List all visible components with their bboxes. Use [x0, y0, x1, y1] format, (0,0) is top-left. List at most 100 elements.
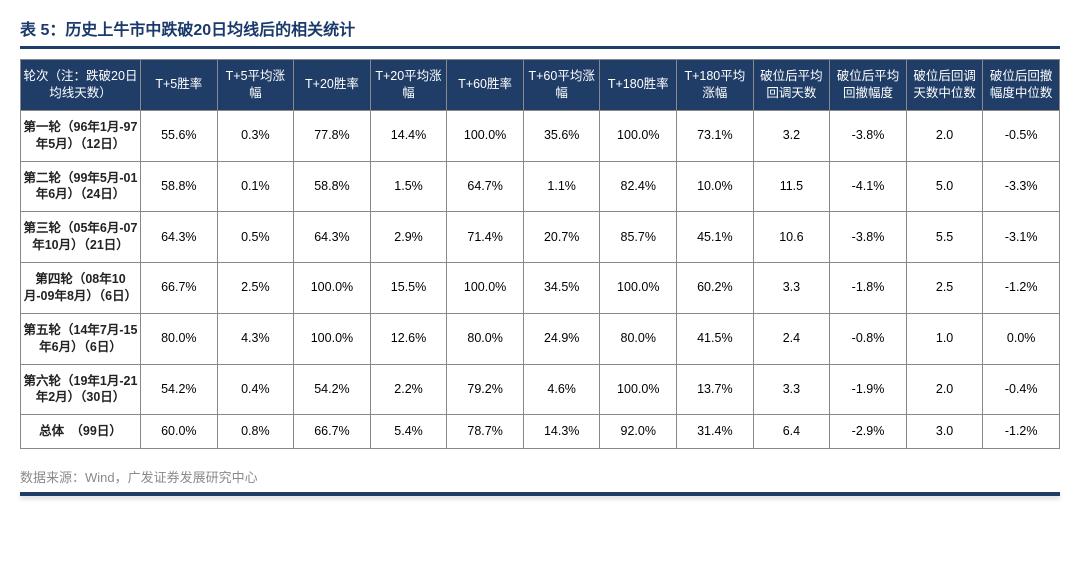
- row-label: 总体 （99日）: [21, 415, 141, 449]
- cell: 14.3%: [523, 415, 600, 449]
- bottom-rule: [20, 492, 1060, 496]
- col-header: 破位后回调天数中位数: [906, 60, 983, 111]
- cell: -3.1%: [983, 212, 1060, 263]
- cell: 0.1%: [217, 161, 294, 212]
- row-label: 第六轮（19年1月-21年2月）（30日）: [21, 364, 141, 415]
- col-header: T+60平均涨幅: [523, 60, 600, 111]
- table-row: 总体 （99日）60.0%0.8%66.7%5.4%78.7%14.3%92.0…: [21, 415, 1060, 449]
- col-header: 破位后回撤幅度中位数: [983, 60, 1060, 111]
- cell: 12.6%: [370, 313, 447, 364]
- cell: 2.0: [906, 110, 983, 161]
- cell: 0.8%: [217, 415, 294, 449]
- cell: 77.8%: [294, 110, 371, 161]
- row-label: 第一轮（96年1月-97年5月）（12日）: [21, 110, 141, 161]
- cell: -3.8%: [830, 212, 907, 263]
- col-header: T+5平均涨幅: [217, 60, 294, 111]
- cell: 2.4: [753, 313, 830, 364]
- cell: 79.2%: [447, 364, 524, 415]
- col-header: 破位后平均回撤幅度: [830, 60, 907, 111]
- cell: 82.4%: [600, 161, 677, 212]
- cell: 2.9%: [370, 212, 447, 263]
- cell: -0.4%: [983, 364, 1060, 415]
- cell: 3.3: [753, 263, 830, 314]
- cell: 5.5: [906, 212, 983, 263]
- data-source: 数据来源：Wind，广发证券发展研究中心: [20, 467, 1060, 486]
- col-header: T+60胜率: [447, 60, 524, 111]
- cell: 100.0%: [600, 110, 677, 161]
- table-row: 第五轮（14年7月-15年6月）（6日）80.0%4.3%100.0%12.6%…: [21, 313, 1060, 364]
- table-row: 第三轮（05年6月-07年10月）（21日）64.3%0.5%64.3%2.9%…: [21, 212, 1060, 263]
- cell: 41.5%: [677, 313, 754, 364]
- cell: 80.0%: [141, 313, 218, 364]
- cell: 10.6: [753, 212, 830, 263]
- cell: 35.6%: [523, 110, 600, 161]
- cell: 1.5%: [370, 161, 447, 212]
- stats-table: 轮次（注：跌破20日均线天数） T+5胜率 T+5平均涨幅 T+20胜率 T+2…: [20, 59, 1060, 449]
- cell: 3.0: [906, 415, 983, 449]
- cell: 14.4%: [370, 110, 447, 161]
- cell: 24.9%: [523, 313, 600, 364]
- cell: 85.7%: [600, 212, 677, 263]
- cell: 2.5%: [217, 263, 294, 314]
- cell: 80.0%: [447, 313, 524, 364]
- cell: 100.0%: [600, 364, 677, 415]
- cell: 5.4%: [370, 415, 447, 449]
- cell: -1.9%: [830, 364, 907, 415]
- table-body: 第一轮（96年1月-97年5月）（12日）55.6%0.3%77.8%14.4%…: [21, 110, 1060, 448]
- cell: 55.6%: [141, 110, 218, 161]
- cell: 60.0%: [141, 415, 218, 449]
- cell: 58.8%: [294, 161, 371, 212]
- cell: 100.0%: [294, 263, 371, 314]
- cell: -3.3%: [983, 161, 1060, 212]
- cell: 66.7%: [141, 263, 218, 314]
- cell: 2.0: [906, 364, 983, 415]
- cell: 64.3%: [294, 212, 371, 263]
- cell: 54.2%: [141, 364, 218, 415]
- cell: 64.7%: [447, 161, 524, 212]
- table-row: 第二轮（99年5月-01年6月）（24日）58.8%0.1%58.8%1.5%6…: [21, 161, 1060, 212]
- cell: -0.5%: [983, 110, 1060, 161]
- cell: 11.5: [753, 161, 830, 212]
- cell: 71.4%: [447, 212, 524, 263]
- table-row: 第四轮（08年10月-09年8月）（6日）66.7%2.5%100.0%15.5…: [21, 263, 1060, 314]
- cell: 1.0: [906, 313, 983, 364]
- col-header: 轮次（注：跌破20日均线天数）: [21, 60, 141, 111]
- cell: 78.7%: [447, 415, 524, 449]
- cell: -2.9%: [830, 415, 907, 449]
- row-label: 第二轮（99年5月-01年6月）（24日）: [21, 161, 141, 212]
- table-row: 第一轮（96年1月-97年5月）（12日）55.6%0.3%77.8%14.4%…: [21, 110, 1060, 161]
- cell: 2.5: [906, 263, 983, 314]
- cell: 3.3: [753, 364, 830, 415]
- table-row: 第六轮（19年1月-21年2月）（30日）54.2%0.4%54.2%2.2%7…: [21, 364, 1060, 415]
- cell: 4.3%: [217, 313, 294, 364]
- cell: 1.1%: [523, 161, 600, 212]
- row-label: 第三轮（05年6月-07年10月）（21日）: [21, 212, 141, 263]
- col-header: T+180平均涨幅: [677, 60, 754, 111]
- header-row: 轮次（注：跌破20日均线天数） T+5胜率 T+5平均涨幅 T+20胜率 T+2…: [21, 60, 1060, 111]
- cell: 100.0%: [447, 110, 524, 161]
- col-header: T+180胜率: [600, 60, 677, 111]
- row-label: 第四轮（08年10月-09年8月）（6日）: [21, 263, 141, 314]
- col-header: T+20平均涨幅: [370, 60, 447, 111]
- cell: 0.5%: [217, 212, 294, 263]
- col-header: 破位后平均回调天数: [753, 60, 830, 111]
- cell: 20.7%: [523, 212, 600, 263]
- cell: 2.2%: [370, 364, 447, 415]
- cell: 6.4: [753, 415, 830, 449]
- cell: 3.2: [753, 110, 830, 161]
- col-header: T+5胜率: [141, 60, 218, 111]
- cell: 0.0%: [983, 313, 1060, 364]
- cell: 31.4%: [677, 415, 754, 449]
- cell: 34.5%: [523, 263, 600, 314]
- cell: 15.5%: [370, 263, 447, 314]
- cell: 4.6%: [523, 364, 600, 415]
- top-rule: [20, 46, 1060, 49]
- cell: 100.0%: [294, 313, 371, 364]
- cell: 100.0%: [447, 263, 524, 314]
- cell: 54.2%: [294, 364, 371, 415]
- col-header: T+20胜率: [294, 60, 371, 111]
- cell: -1.2%: [983, 415, 1060, 449]
- cell: -4.1%: [830, 161, 907, 212]
- cell: 0.4%: [217, 364, 294, 415]
- cell: 66.7%: [294, 415, 371, 449]
